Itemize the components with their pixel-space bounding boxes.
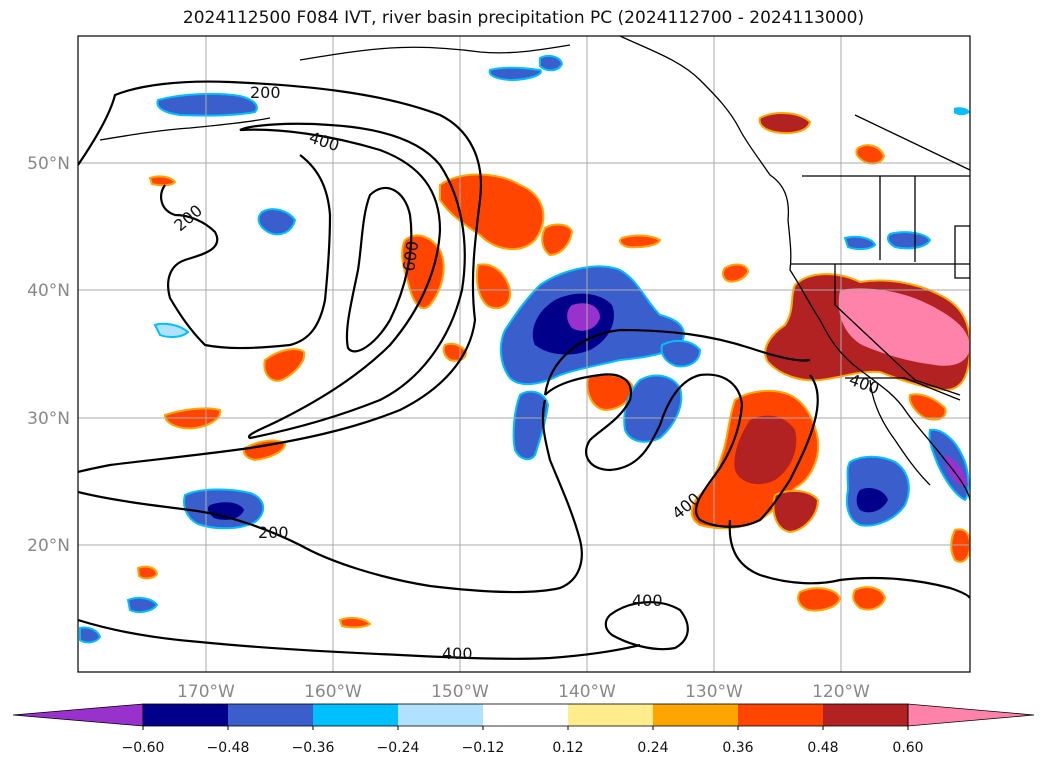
ivt-contour-400 [543, 328, 811, 396]
lat-label: 50°N [27, 154, 70, 174]
colorbar-swatch [143, 704, 228, 726]
lon-label: 140°W [558, 682, 616, 702]
ivt-contour-600 [345, 186, 413, 353]
precip-blob [338, 616, 372, 629]
lon-label: 150°W [431, 682, 489, 702]
precip-negative-layer [79, 55, 970, 644]
precip-blob [772, 489, 820, 534]
colorbar-swatch [568, 704, 653, 726]
precip-blob [797, 587, 842, 612]
precip-blob [539, 55, 564, 72]
precip-blob [263, 348, 306, 382]
precip-blob [843, 235, 877, 251]
ivt-contour-200 [78, 399, 583, 594]
precip-blob [136, 565, 159, 580]
colorbar-swatch [313, 704, 398, 726]
colorbar-tick-label: −0.60 [122, 740, 165, 756]
colorbar-swatch [738, 704, 823, 726]
precip-blob [852, 586, 887, 611]
lon-label: 170°W [177, 682, 235, 702]
colorbar-swatch [398, 704, 483, 726]
ivt-contour-200 [78, 80, 482, 474]
precip-blob [439, 173, 545, 251]
ivt-contour-400 [544, 373, 819, 528]
ivt-contour-400 [78, 618, 641, 660]
precip-blob [619, 234, 662, 249]
precip-blob [945, 455, 968, 487]
colorbar: −0.60 −0.48 −0.36 −0.24 −0.12 0.12 0.24 0.36 0.4… [12, 703, 1035, 756]
precip-blob [660, 339, 702, 368]
colorbar-tick-label: −0.24 [377, 740, 420, 756]
ivt-contour-200 [160, 154, 332, 350]
precip-blob [886, 231, 932, 250]
colorbar-tick-label: 0.12 [552, 740, 583, 756]
longitude-labels: 170°W 160°W 150°W 140°W 130°W 120°W [177, 682, 870, 702]
precip-blob [838, 288, 970, 366]
precip-blob [758, 112, 812, 135]
colorbar-swatch [483, 704, 568, 726]
latitude-labels: 50°N 40°N 30°N 20°N [27, 154, 70, 556]
precip-blob [623, 374, 683, 443]
precip-blob [734, 415, 797, 485]
lon-label: 130°W [685, 682, 743, 702]
lon-label: 160°W [304, 682, 362, 702]
precip-blob [488, 66, 542, 82]
precip-blob [153, 322, 190, 338]
precip-blob [242, 439, 287, 462]
coastlines [99, 36, 970, 501]
map-title: 2024112500 F084 IVT, river basin precipi… [182, 8, 865, 28]
map-frame [77, 35, 971, 673]
precip-blob [126, 596, 159, 614]
contour-label: 400 [442, 644, 473, 663]
colorbar-tick-label: −0.12 [462, 740, 505, 756]
precip-blob [79, 626, 102, 644]
colorbar-swatch [228, 704, 313, 726]
precip-blob [856, 488, 888, 513]
colorbar-tick-label: −0.48 [207, 740, 250, 756]
precip-blob [721, 263, 750, 283]
colorbar-tick-label: 0.60 [892, 740, 923, 756]
colorbar-tick-label: 0.36 [722, 740, 753, 756]
lon-label: 120°W [812, 682, 870, 702]
lat-label: 20°N [27, 536, 70, 556]
colorbar-extend-min [12, 703, 144, 727]
colorbar-tick-label: 0.24 [637, 740, 668, 756]
precip-blob [541, 223, 574, 257]
contour-label: 200 [250, 83, 281, 102]
colorbar-tick-label: 0.48 [807, 740, 838, 756]
precip-positive-layer [136, 112, 970, 629]
precip-blob [567, 303, 600, 331]
precip-blob [950, 528, 970, 563]
precip-blob [148, 175, 177, 187]
map-grid [78, 36, 970, 672]
contour-label: 200 [258, 523, 289, 542]
colorbar-extend-max [907, 703, 1035, 727]
colorbar-tick-label: −0.36 [292, 740, 335, 756]
lat-label: 30°N [27, 409, 70, 429]
lat-label: 40°N [27, 281, 70, 301]
ivt-contour-400 [239, 122, 466, 440]
precip-blob [257, 208, 297, 236]
precip-blob [954, 107, 970, 116]
ivt-contour-400 [728, 519, 970, 599]
colorbar-swatch [823, 704, 908, 726]
precip-blob [156, 92, 258, 117]
ivt-contours [78, 80, 970, 660]
colorbar-swatch [653, 704, 738, 726]
precip-blob [475, 263, 512, 310]
precip-blob [512, 390, 550, 461]
contour-label: 600 [399, 240, 422, 273]
colorbar-frame [142, 703, 909, 727]
contour-label: 400 [632, 591, 663, 610]
ivt-contour-400 [604, 601, 689, 651]
